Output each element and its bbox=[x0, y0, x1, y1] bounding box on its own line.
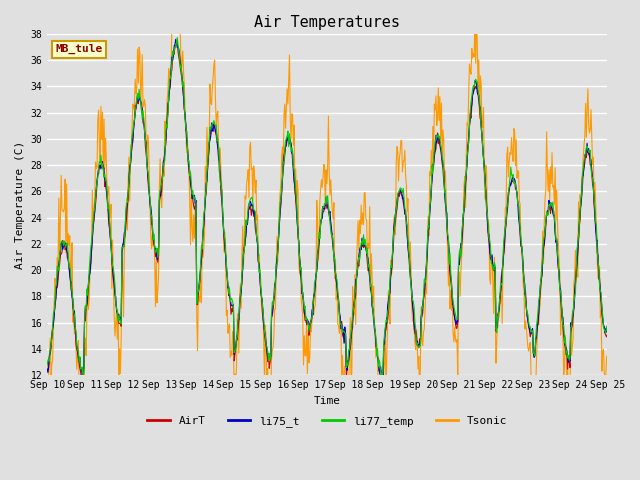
Text: MB_tule: MB_tule bbox=[56, 44, 103, 54]
Y-axis label: Air Temperature (C): Air Temperature (C) bbox=[15, 141, 25, 269]
Title: Air Temperatures: Air Temperatures bbox=[254, 15, 400, 30]
Legend: AirT, li75_t, li77_temp, Tsonic: AirT, li75_t, li77_temp, Tsonic bbox=[143, 411, 511, 431]
X-axis label: Time: Time bbox=[314, 396, 340, 406]
